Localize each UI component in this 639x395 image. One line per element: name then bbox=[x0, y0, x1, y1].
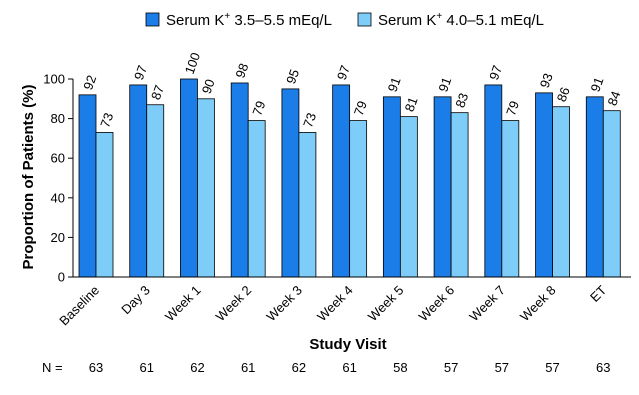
legend-swatch bbox=[146, 13, 159, 26]
bar-series2 bbox=[502, 121, 519, 277]
data-label: 97 bbox=[131, 63, 150, 82]
bar-series2 bbox=[299, 132, 316, 277]
bar-series1 bbox=[231, 83, 248, 277]
x-tick-label: ET bbox=[587, 282, 609, 304]
legend-swatch bbox=[358, 13, 371, 26]
n-value: 63 bbox=[89, 360, 103, 375]
data-label: 84 bbox=[604, 89, 623, 108]
bar-series1 bbox=[79, 95, 96, 277]
bar-series1 bbox=[383, 97, 400, 277]
bar-series2 bbox=[553, 107, 570, 277]
n-value: 61 bbox=[342, 360, 356, 375]
x-axis-title: Study Visit bbox=[309, 336, 386, 353]
data-label: 93 bbox=[537, 71, 556, 90]
x-tick-label: Week 7 bbox=[466, 283, 508, 325]
bars: 9273978710090987995739779918191839779938… bbox=[79, 51, 624, 277]
x-tick-label: Week 4 bbox=[314, 283, 356, 325]
bar-series1 bbox=[130, 85, 147, 277]
legend-label: Serum K+ 4.0–5.1 mEq/L bbox=[378, 11, 544, 29]
n-row-label: N = bbox=[42, 360, 63, 375]
data-label: 100 bbox=[182, 51, 204, 77]
x-tick-label: Day 3 bbox=[118, 283, 153, 318]
x-axis: Baseline Day 3 Week 1 Week 2 Week 3 Week 4 Wee… bbox=[56, 277, 631, 328]
bar-series1 bbox=[536, 93, 553, 277]
data-label: 91 bbox=[435, 75, 454, 94]
data-label: 79 bbox=[249, 99, 268, 118]
bar-series1 bbox=[434, 97, 451, 277]
n-value: 63 bbox=[596, 360, 610, 375]
bar-series2 bbox=[451, 113, 468, 277]
data-label: 81 bbox=[402, 95, 421, 114]
bar-series2 bbox=[197, 99, 214, 277]
y-tick-label: 100 bbox=[43, 72, 65, 87]
x-tick-label: Baseline bbox=[56, 283, 102, 329]
x-tick-label: Week 5 bbox=[365, 283, 407, 325]
bar-series2 bbox=[147, 105, 164, 277]
data-label: 91 bbox=[587, 75, 606, 94]
data-label: 79 bbox=[351, 99, 370, 118]
x-tick-label: Week 8 bbox=[517, 283, 559, 325]
data-label: 83 bbox=[452, 91, 471, 110]
bar-series1 bbox=[180, 79, 197, 277]
x-tick-label: Week 6 bbox=[416, 283, 458, 325]
bar-series2 bbox=[400, 117, 417, 277]
n-value: 62 bbox=[292, 360, 306, 375]
x-tick-label: Week 3 bbox=[263, 283, 305, 325]
data-label: 91 bbox=[385, 75, 404, 94]
data-label: 87 bbox=[148, 83, 167, 102]
bar-series2 bbox=[350, 121, 367, 277]
n-value: 61 bbox=[241, 360, 255, 375]
n-value: 58 bbox=[393, 360, 407, 375]
y-axis: 0 20 40 60 80 100 bbox=[43, 72, 73, 285]
y-tick-label: 40 bbox=[51, 190, 65, 205]
bar-series2 bbox=[248, 121, 265, 277]
data-label: 95 bbox=[283, 67, 302, 86]
y-tick-label: 0 bbox=[58, 270, 65, 285]
data-label: 73 bbox=[97, 111, 116, 130]
bar-series1 bbox=[586, 97, 603, 277]
n-value: 57 bbox=[444, 360, 458, 375]
data-label: 98 bbox=[232, 61, 251, 80]
data-label: 97 bbox=[334, 63, 353, 82]
n-value: 61 bbox=[139, 360, 153, 375]
bar-series1 bbox=[282, 89, 299, 277]
bar-series1 bbox=[485, 85, 502, 277]
legend: Serum K+ 3.5–5.5 mEq/L Serum K+ 4.0–5.1 m… bbox=[146, 11, 544, 29]
data-label: 90 bbox=[199, 77, 218, 96]
legend-label: Serum K+ 3.5–5.5 mEq/L bbox=[166, 11, 332, 29]
bar-series1 bbox=[333, 85, 350, 277]
data-label: 73 bbox=[300, 111, 319, 130]
n-value: 62 bbox=[190, 360, 204, 375]
y-tick-label: 80 bbox=[51, 111, 65, 126]
data-label: 79 bbox=[503, 99, 522, 118]
n-value: 57 bbox=[495, 360, 509, 375]
n-row: N = 63 61 62 61 62 61 58 57 57 57 63 bbox=[42, 360, 611, 375]
x-tick-label: Week 1 bbox=[162, 283, 204, 325]
n-value: 57 bbox=[545, 360, 559, 375]
bar-series2 bbox=[96, 132, 113, 277]
data-label: 97 bbox=[486, 63, 505, 82]
data-label: 92 bbox=[80, 73, 99, 92]
data-label: 86 bbox=[554, 85, 573, 104]
y-axis-title: Proportion of Patients (%) bbox=[20, 85, 37, 270]
bar-series2 bbox=[603, 111, 620, 277]
y-tick-label: 60 bbox=[51, 151, 65, 166]
x-tick-label: Week 2 bbox=[213, 283, 255, 325]
y-tick-label: 20 bbox=[51, 230, 65, 245]
